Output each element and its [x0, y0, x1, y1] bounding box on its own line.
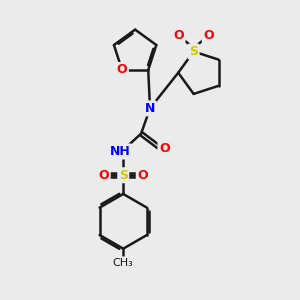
Text: O: O — [117, 64, 127, 76]
Text: O: O — [99, 169, 109, 182]
Text: CH₃: CH₃ — [113, 259, 134, 269]
Text: S: S — [119, 169, 128, 182]
Text: O: O — [173, 29, 184, 42]
Text: S: S — [189, 45, 198, 58]
Text: O: O — [203, 29, 214, 42]
Text: O: O — [137, 169, 148, 182]
Text: NH: NH — [110, 145, 131, 158]
Text: O: O — [159, 142, 169, 155]
Text: N: N — [145, 102, 155, 115]
